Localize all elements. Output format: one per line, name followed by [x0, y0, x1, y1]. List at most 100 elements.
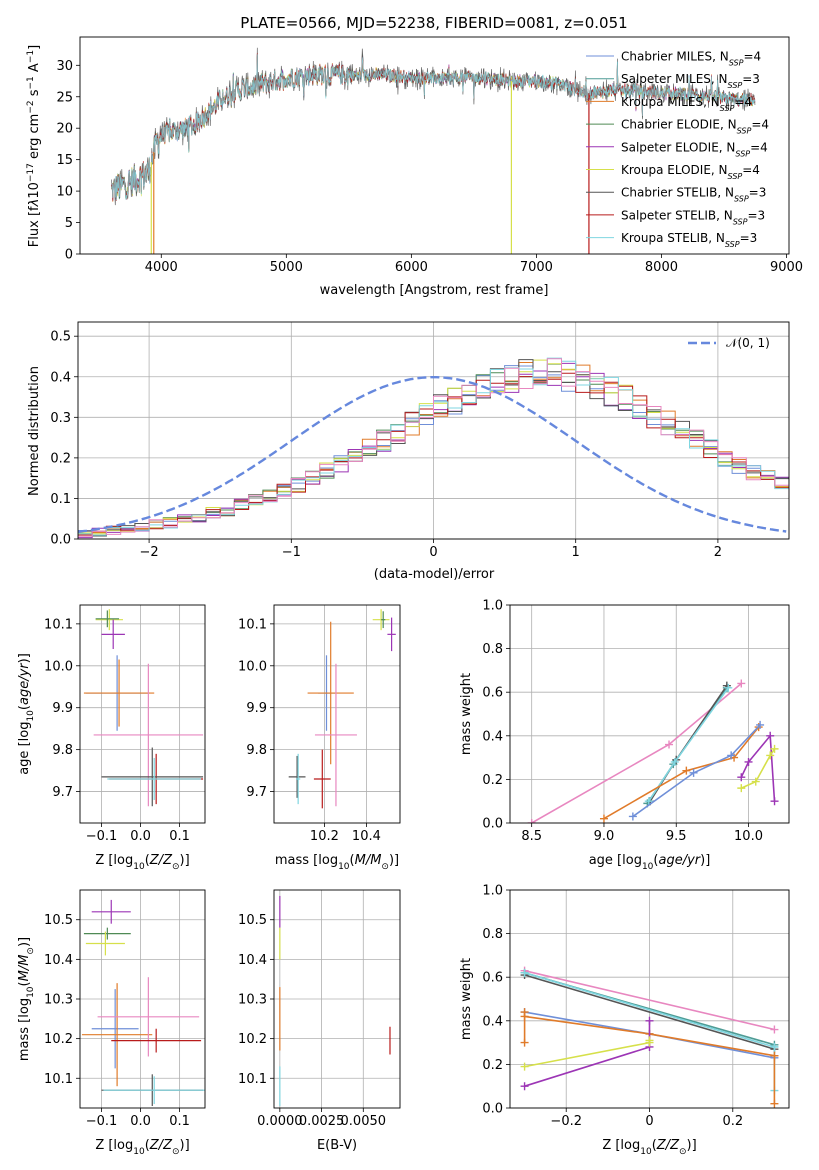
weight-marker	[770, 797, 779, 806]
weight-line	[632, 724, 761, 818]
weight-marker	[520, 1082, 529, 1091]
x-axis-label: age [log10(age/yr)]	[589, 853, 711, 872]
weight-marker	[628, 812, 637, 821]
axes-frame	[273, 889, 401, 1109]
weight-series	[520, 1016, 654, 1091]
y-tick-label: 9.8	[52, 743, 73, 758]
y-tick-label: 0.2	[50, 451, 71, 466]
y-tick-label: 0.8	[482, 927, 503, 942]
normal-reference-curve	[78, 376, 787, 534]
weight-marker	[770, 1099, 779, 1108]
x-tick-label: 10.2	[310, 829, 339, 844]
x-tick-label: 0.1	[169, 1114, 190, 1129]
weight-series	[520, 1036, 654, 1071]
data-point	[101, 619, 125, 650]
legend-label: Kroupa ELODIE, NSSP=4	[621, 163, 760, 181]
y-tick-label: 9.7	[52, 785, 73, 800]
weight-marker	[737, 773, 746, 782]
data-point	[83, 927, 131, 940]
data-point	[91, 899, 131, 924]
legend: 𝒩(0, 1)	[688, 336, 770, 350]
histogram-series	[78, 363, 789, 536]
x-axis-label: Z [log10(Z/Z⊙)]	[602, 1138, 696, 1157]
y-tick-label: 10.3	[44, 993, 73, 1008]
x-axis-label: (data-model)/error	[374, 567, 495, 582]
data-point	[103, 1076, 205, 1105]
error-bars	[288, 609, 396, 809]
weight-marker	[770, 1042, 779, 1051]
weight-line	[740, 748, 776, 789]
y-tick-label: 0.6	[482, 686, 503, 701]
y-axis-label: mass weight	[459, 958, 474, 1040]
weight-marker	[520, 1062, 529, 1071]
spectrum-lines	[110, 47, 756, 254]
data-point	[101, 747, 204, 807]
data-point	[95, 610, 120, 628]
y-tick-label: 10.3	[238, 993, 267, 1008]
y-tick-label: 0.2	[482, 773, 503, 788]
y-tick-label: 10.0	[238, 659, 267, 674]
weight-marker	[766, 731, 775, 740]
y-tick-label: 0.3	[50, 411, 71, 426]
weight-marker	[770, 1025, 779, 1034]
weight-series	[527, 679, 746, 823]
y-tick-label: 0.6	[482, 971, 503, 986]
y-axis-label: mass weight	[459, 673, 474, 755]
weight-marker	[527, 819, 536, 823]
data-point	[91, 989, 139, 1069]
x-tick-label: −1	[282, 545, 301, 560]
y-tick-label: 10	[56, 185, 73, 200]
y-tick-label: 10.1	[238, 617, 267, 632]
histogram-series	[78, 365, 789, 534]
histogram-series	[78, 359, 789, 537]
weight-marker	[744, 757, 753, 766]
x-axis-label: wavelength [Angstrom, rest frame]	[320, 283, 549, 298]
weight-series	[770, 1051, 779, 1108]
panel-residual-hist: −2 −1 0 1 2 0.0 0.1 0.2 0.3 0.4 0.5 (data-model)/er…	[27, 321, 790, 582]
weight-series	[737, 744, 779, 793]
weight-series	[628, 720, 765, 821]
x-tick-label: 8.5	[521, 829, 542, 844]
y-tick-label: 10.1	[44, 617, 73, 632]
panel-spectrum: 4000 5000 6000 7000 8000 9000 0 5 10 15 20 25 30 PLAT…	[26, 14, 803, 298]
y-tick-label: 0.0	[482, 1102, 503, 1117]
y-axis-label: Flux [fλ10−17 erg cm−2 s−1 A−1]	[26, 45, 42, 247]
y-tick-label: 9.7	[246, 785, 267, 800]
weight-marker	[724, 683, 733, 692]
weight-marker	[770, 1051, 779, 1060]
y-tick-label: 0.8	[482, 642, 503, 657]
weight-line	[524, 969, 775, 1031]
y-tick-label: 0.4	[50, 370, 71, 385]
x-tick-label: −0.1	[86, 829, 118, 844]
x-tick-label: 9.5	[666, 829, 687, 844]
y-tick-label: 0.2	[482, 1058, 503, 1073]
legend-label: Chabrier MILES, NSSP=4	[621, 50, 761, 68]
y-tick-label: 0.4	[482, 1014, 503, 1029]
weight-series	[520, 1008, 529, 1047]
weight-marker	[770, 744, 779, 753]
x-axis-label: E(B-V)	[317, 1138, 357, 1153]
panel-mass-vs-z: −0.1 0.0 0.1 10.1 10.2 10.3 10.4 10.5 Z [log10(Z…	[17, 889, 206, 1157]
y-tick-label: 0.1	[50, 492, 71, 507]
x-tick-label: 10.4	[352, 829, 381, 844]
x-tick-label: 0.1	[169, 829, 190, 844]
histogram-series	[78, 362, 789, 539]
weight-marker	[689, 768, 698, 777]
histogram-series	[78, 358, 789, 537]
weight-marker	[645, 1036, 654, 1045]
x-tick-label: 4000	[145, 260, 178, 275]
weight-marker	[727, 751, 736, 760]
y-tick-label: 10.0	[44, 659, 73, 674]
x-tick-label: 9.0	[594, 829, 615, 844]
data-point	[97, 977, 200, 1057]
legend-label: Chabrier STELIB, NSSP=3	[621, 186, 766, 204]
x-tick-label: 9000	[770, 260, 803, 275]
weight-marker	[520, 1008, 529, 1017]
x-tick-label: 0.0025	[299, 1114, 345, 1129]
y-tick-label: 15	[56, 153, 73, 168]
data-point	[288, 755, 306, 798]
weight-lines	[520, 966, 779, 1108]
x-tick-label: 10.0	[734, 829, 763, 844]
